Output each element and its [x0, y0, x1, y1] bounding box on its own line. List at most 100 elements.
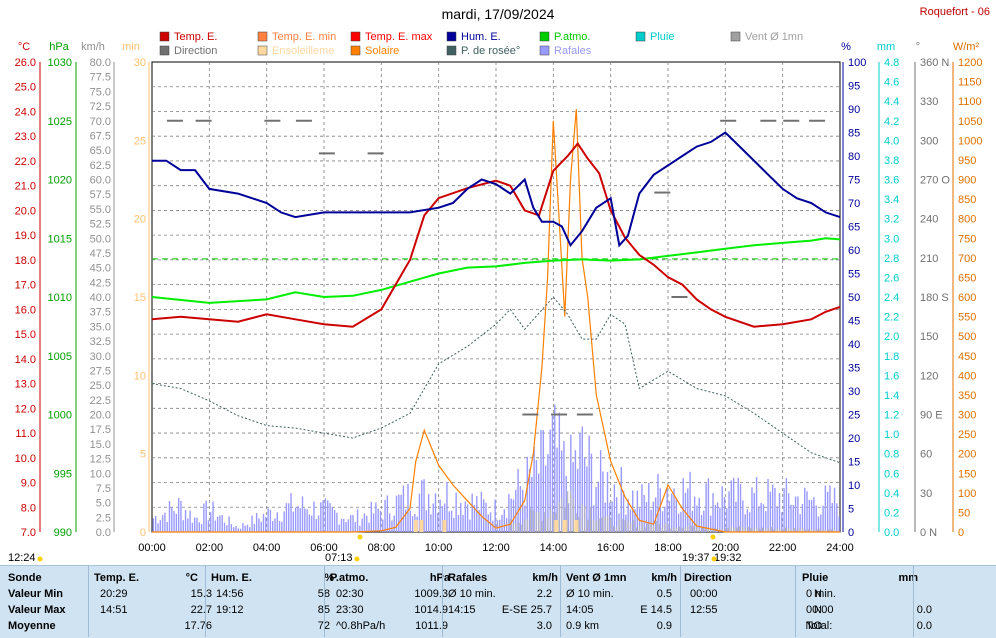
solar-axis-tick: 300 [958, 410, 976, 422]
humidity-line [152, 131, 841, 248]
direction-mark [551, 413, 568, 416]
x-tick-label: 12:00 [482, 542, 510, 554]
humidity-axis-tick: 95 [848, 81, 860, 93]
direction-axis-tick: 30 [920, 488, 932, 500]
temp-axis-tick: 23.0 [15, 131, 36, 143]
rain-axis-tick: 4.0 [884, 135, 899, 147]
sun-min-axis-tick: 5 [140, 449, 146, 461]
legend-label: P. de rosée° [461, 45, 520, 57]
direction-axis-tick: 0 N [920, 527, 937, 539]
sun-min-axis-tick: 25 [134, 135, 146, 147]
x-tick-label: 20:00 [712, 542, 740, 554]
stats-cell: 14:51 [100, 604, 128, 616]
legend-label: Ensoleilleme [272, 45, 334, 57]
axis-unit-label: % [841, 41, 851, 53]
axis-unit-label: km/h [81, 41, 105, 53]
rain-axis-tick: 3.2 [884, 214, 899, 226]
rain-axis-tick: 0.0 [884, 527, 899, 539]
station-name: Roquefort - 06 [919, 6, 990, 18]
stats-cell: 3.0 [536, 620, 552, 632]
humidity-axis-tick: 100 [848, 57, 866, 69]
direction-mark [760, 119, 777, 122]
humidity-axis-tick: 5 [848, 504, 854, 516]
stats-cell: Total: [806, 620, 833, 632]
wind-axis-tick: 45.0 [90, 263, 111, 275]
stats-header: Sonde [8, 572, 42, 584]
rain-axis-tick: 2.8 [884, 253, 899, 265]
axis-unit-label: °C [18, 41, 30, 53]
legend-label: Hum. E. [461, 31, 501, 43]
direction-axis-tick: 150 [920, 331, 938, 343]
stats-cell: NO [805, 620, 823, 632]
rain-axis-tick: 2.2 [884, 312, 899, 324]
wind-axis-tick: 5.0 [96, 498, 111, 510]
solar-axis-tick: 250 [958, 429, 976, 441]
direction-axis-tick: 240 [920, 214, 938, 226]
solar-axis-tick: 1050 [958, 116, 982, 128]
x-tick-label: 02:00 [196, 542, 224, 554]
humidity-axis-tick: 60 [848, 245, 860, 257]
wind-axis-tick: 37.5 [90, 307, 111, 319]
temp-axis-tick: 25.0 [15, 82, 36, 94]
temp-axis-tick: 19.0 [15, 230, 36, 242]
sunshine-bar [574, 520, 579, 532]
wind-axis-tick: 2.5 [96, 512, 111, 524]
stats-cell: E-SE 25.7 [501, 604, 552, 616]
humidity-axis-tick: 70 [848, 198, 860, 210]
legend-label: Direction [174, 45, 217, 57]
legend-label: Temp. E. min [272, 31, 336, 43]
stats-cell: 00:00 [806, 604, 834, 616]
rain-axis-tick: 2.6 [884, 272, 899, 284]
wind-axis-tick: 25.0 [90, 380, 111, 392]
wind-axis-tick: 40.0 [90, 292, 111, 304]
legend-swatch [635, 31, 646, 42]
stats-cell: 23:30 [336, 604, 364, 616]
stats-cell: 19:12 [216, 604, 244, 616]
wind-axis-tick: 35.0 [90, 321, 111, 333]
sun-marker-dot [710, 534, 716, 540]
stats-cell: 58 [278, 588, 330, 600]
legend-swatch [350, 31, 361, 42]
legend-swatch [730, 31, 741, 42]
wind-axis-tick: 52.5 [90, 219, 111, 231]
pressure-axis-tick: 990 [54, 527, 72, 539]
wind-axis-tick: 17.5 [90, 424, 111, 436]
wind-axis-tick: 60.0 [90, 175, 111, 187]
temp-axis-tick: 20.0 [15, 205, 36, 217]
sun-marker-dot [711, 556, 717, 562]
wind-axis-tick: 7.5 [96, 483, 111, 495]
direction-axis-tick: 60 [920, 449, 932, 461]
x-tick-label: 10:00 [425, 542, 453, 554]
humidity-axis-tick: 75 [848, 175, 860, 187]
stats-row-label: Valeur Min [8, 588, 64, 600]
humidity-axis-tick: 20 [848, 433, 860, 445]
rain-axis-tick: 3.0 [884, 233, 899, 245]
legend-label: P.atmo. [554, 31, 591, 43]
sun-marker-label: 19:32 [714, 552, 742, 564]
humidity-axis-tick: 10 [848, 480, 860, 492]
wind-axis-tick: 57.5 [90, 189, 111, 201]
stats-divider [442, 565, 443, 637]
solar-axis-tick: 1200 [958, 57, 982, 69]
axis-unit-label: min [122, 41, 140, 53]
rain-axis-tick: 4.6 [884, 77, 899, 89]
direction-mark [671, 296, 688, 298]
direction-axis-tick: 180 S [920, 292, 949, 304]
temp-axis-tick: 13.0 [15, 379, 36, 391]
stats-cell: 1009.3 [414, 588, 448, 600]
temp-axis-tick: 15.0 [15, 329, 36, 341]
solar-axis-tick: 600 [958, 292, 976, 304]
stats-cell: 12:55 [690, 604, 718, 616]
stats-row-label: Valeur Max [8, 604, 66, 616]
wind-axis-tick: 12.5 [90, 454, 111, 466]
sun-min-axis-tick: 20 [134, 214, 146, 226]
sun-marker-dot [37, 556, 43, 562]
sun-min-axis-tick: 15 [134, 292, 146, 304]
rain-axis-tick: 1.6 [884, 370, 899, 382]
wind-axis-tick: 70.0 [90, 116, 111, 128]
temp-axis-tick: 14.0 [15, 354, 36, 366]
sunshine-bar [413, 520, 418, 532]
axis-unit-label: W/m² [953, 41, 980, 53]
temp-axis-tick: 10.0 [15, 453, 36, 465]
humidity-axis-tick: 30 [848, 386, 860, 398]
